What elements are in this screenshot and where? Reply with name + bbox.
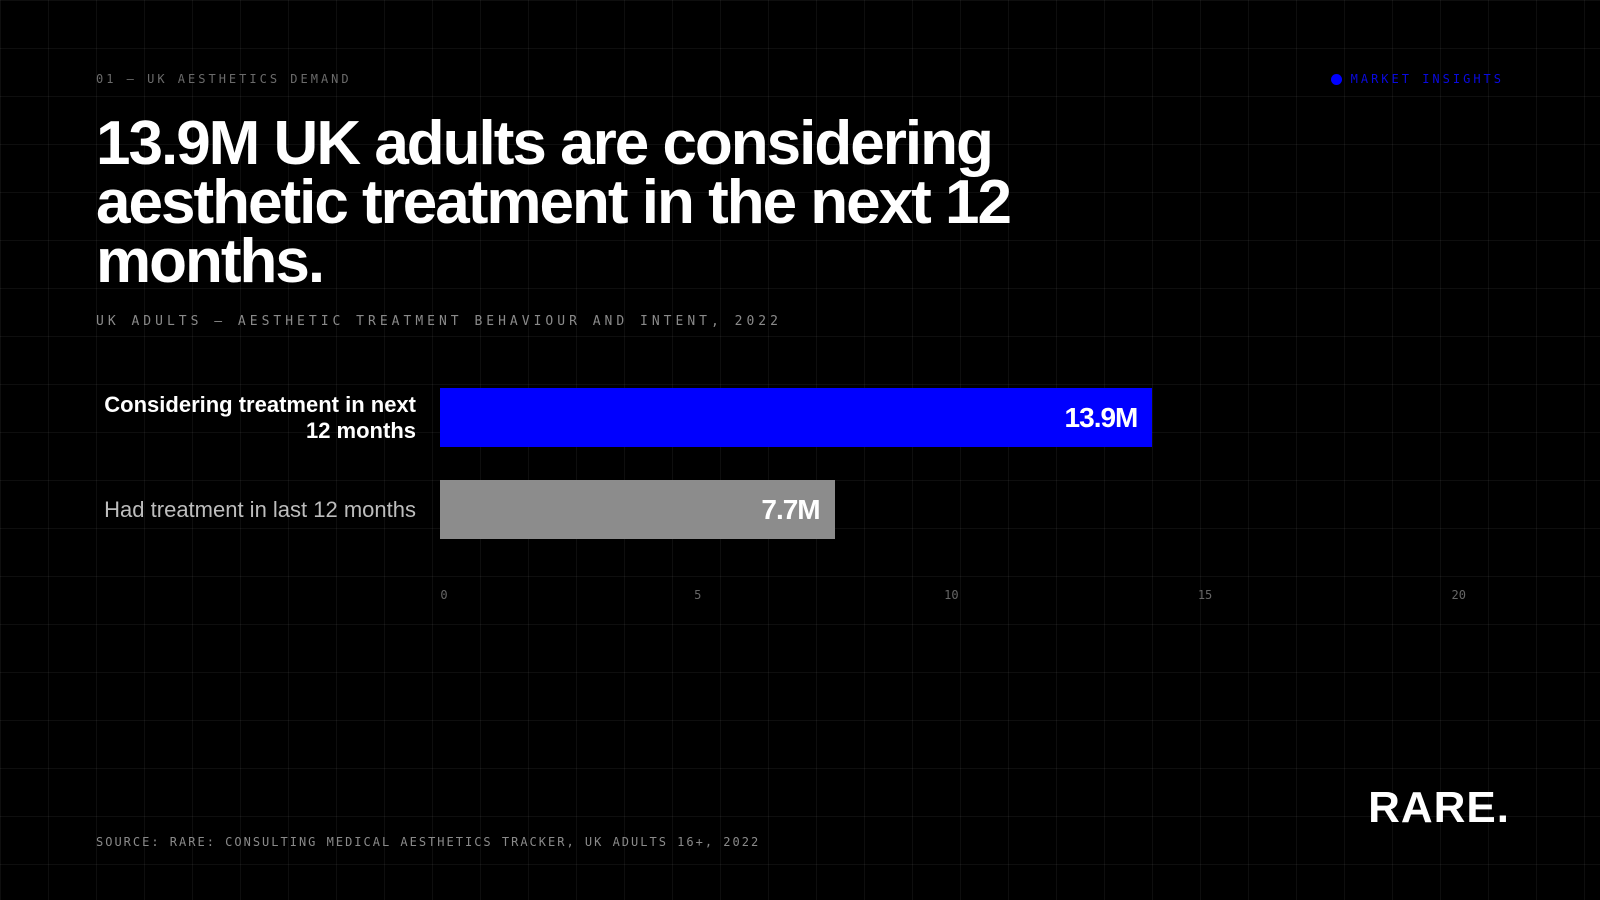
section-eyebrow: 01 — UK AESTHETICS DEMAND: [96, 72, 352, 86]
bar-value-label: 13.9M: [1064, 402, 1139, 433]
x-tick-label: 10: [944, 588, 959, 602]
tag-label: MARKET INSIGHTS: [1350, 72, 1504, 86]
category-label: Considering treatment in next 12 months: [104, 391, 416, 443]
bar-value-label: 7.7M: [761, 494, 820, 525]
page-title: 13.9M UK adults are considering aestheti…: [96, 109, 1012, 296]
market-insights-tag: MARKET INSIGHTS: [1330, 72, 1504, 86]
x-tick-label: 15: [1197, 588, 1213, 602]
x-tick-label: 0: [440, 588, 448, 602]
x-tick-label: 20: [1451, 588, 1466, 602]
chart-subtitle: UK ADULTS — AESTHETIC TREATMENT BEHAVIOU…: [96, 314, 782, 329]
x-tick-label: 5: [694, 588, 702, 602]
bar: 7.7M: [440, 480, 835, 539]
category-label: Had treatment in last 12 months: [104, 496, 416, 522]
source-note: SOURCE: RARE: CONSULTING MEDICAL AESTHET…: [96, 835, 761, 849]
brand-logo: RARE.: [1368, 783, 1510, 832]
bar: 13.9M: [440, 388, 1153, 447]
dot-icon: [1330, 73, 1342, 85]
